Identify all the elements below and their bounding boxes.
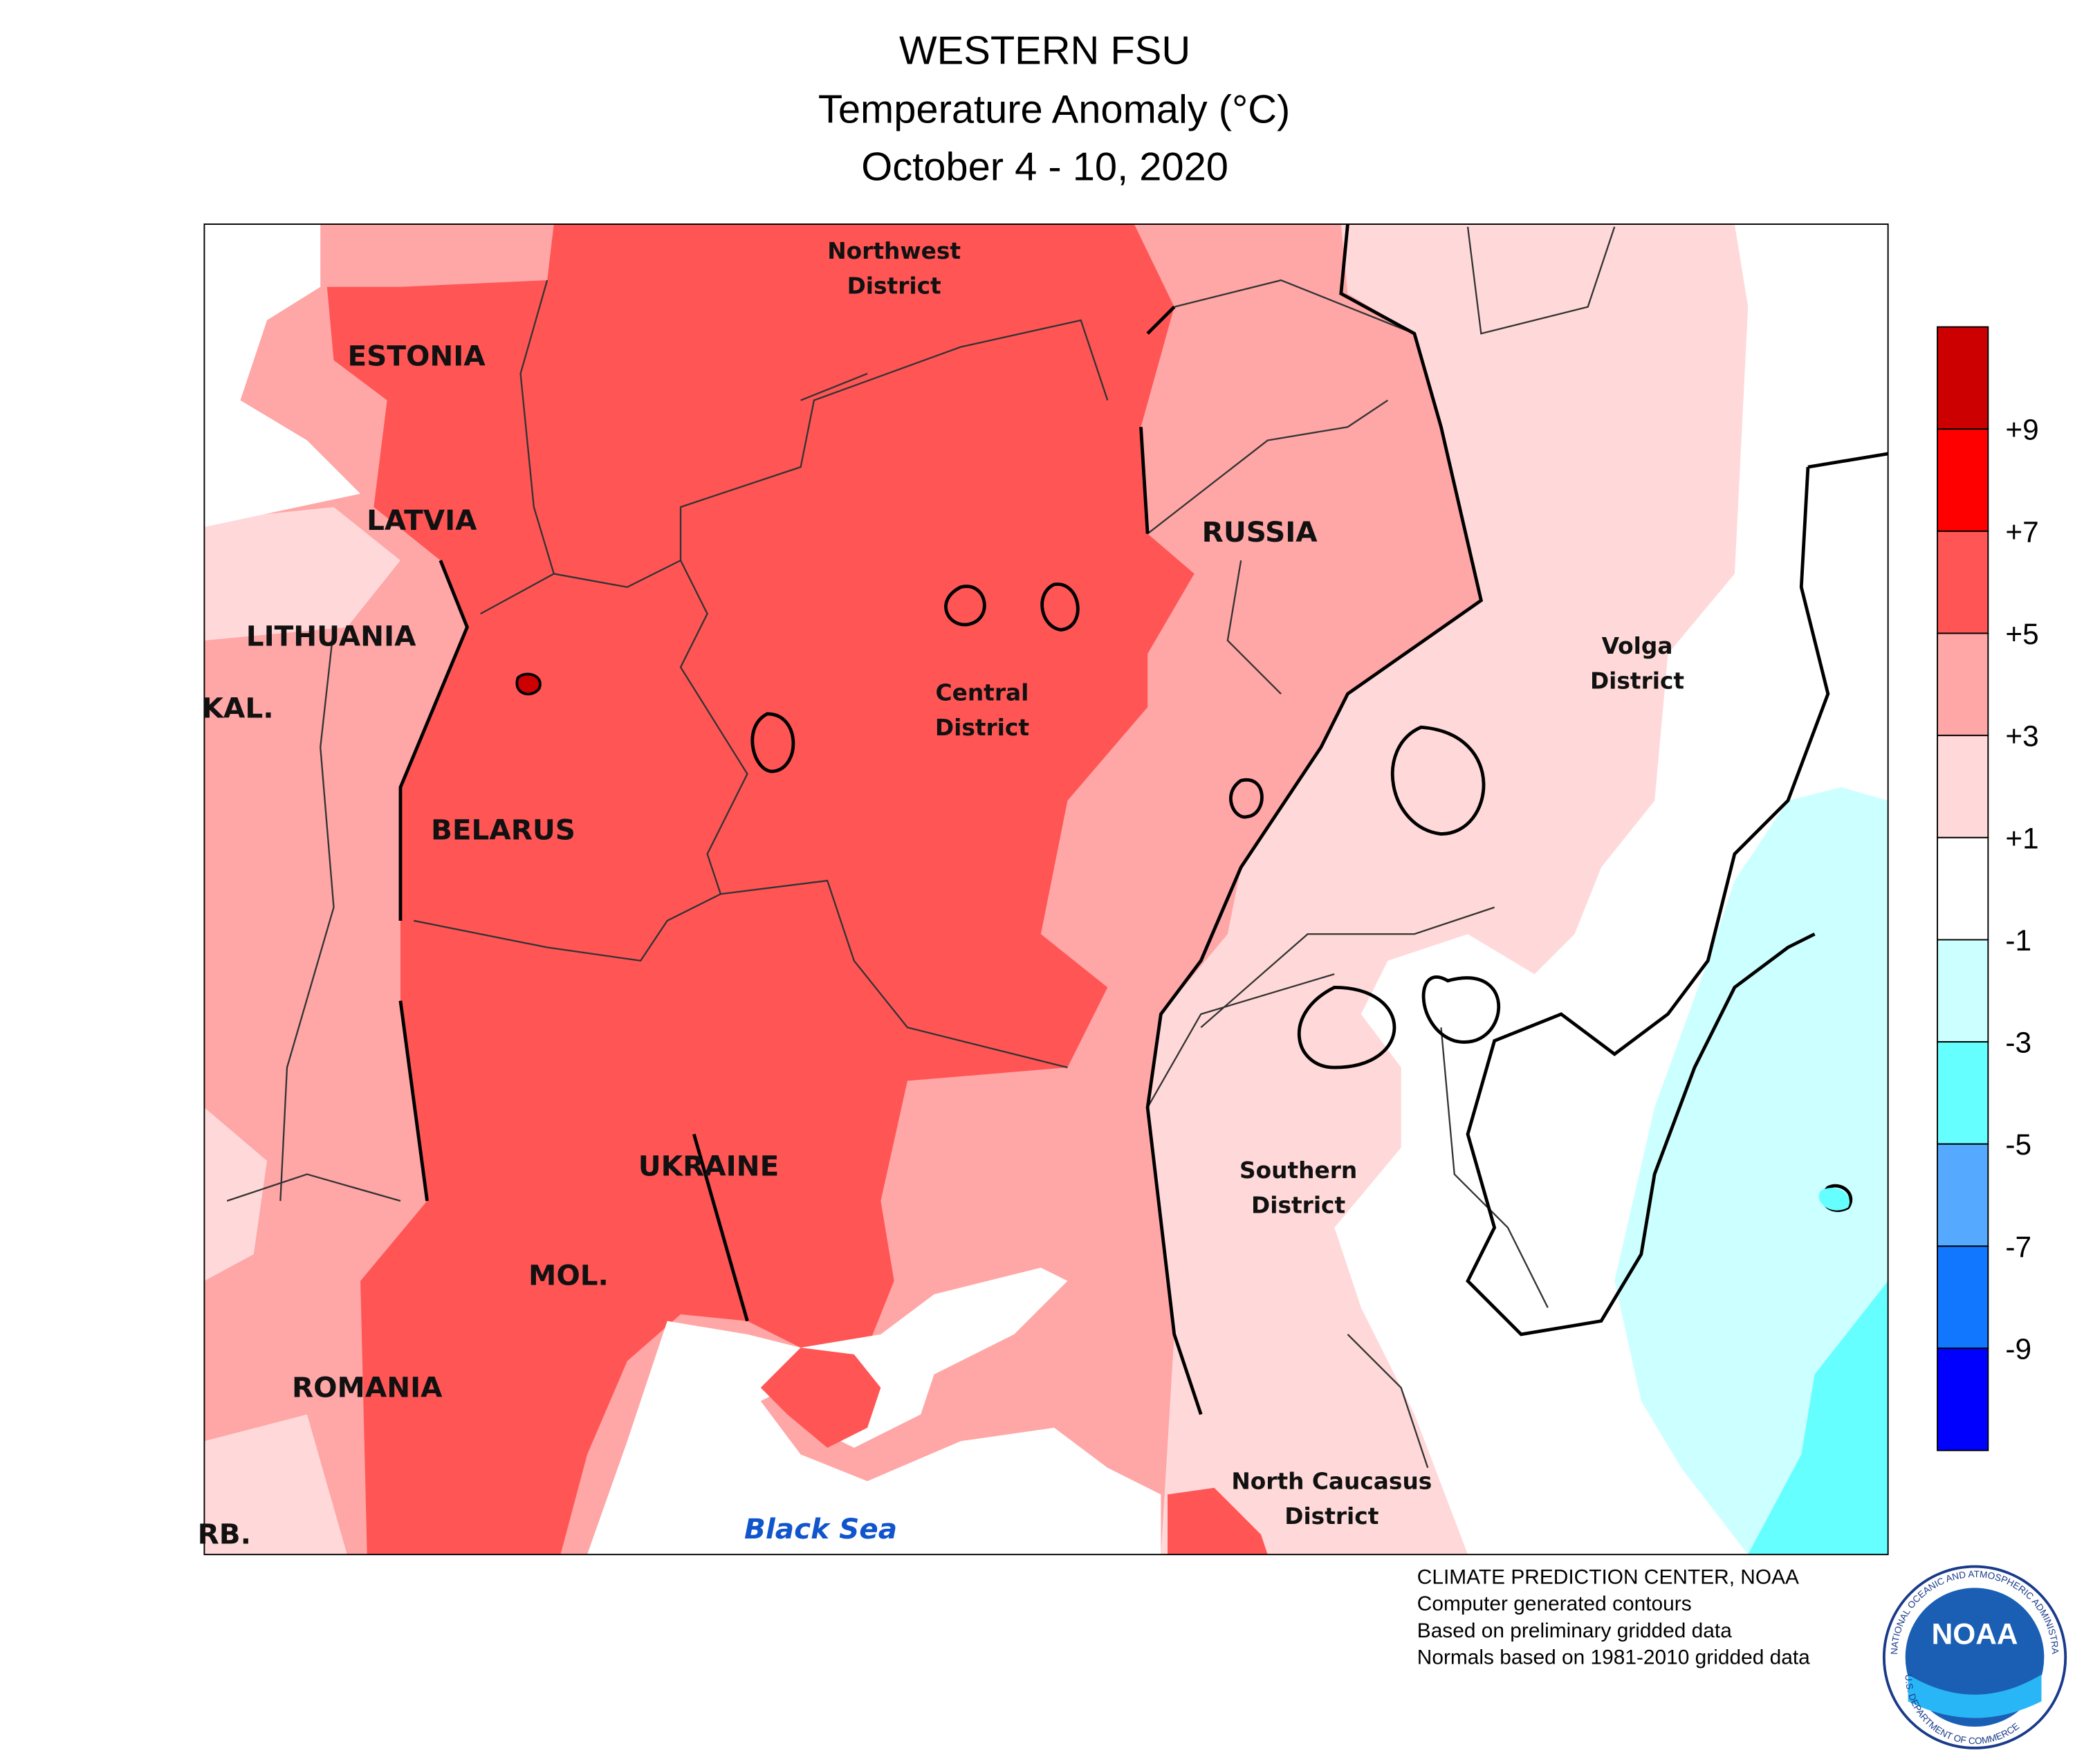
colorbar-box <box>1937 1348 1989 1451</box>
anomaly-0 <box>204 224 361 527</box>
region-label: Northwest <box>827 238 961 264</box>
footer-line: Computer generated contours <box>1417 1592 1692 1615</box>
colorbar-label: -3 <box>2005 1027 2031 1059</box>
map-frame <box>203 223 1889 1556</box>
colorbar-label: -7 <box>2005 1231 2031 1263</box>
colorbar-box <box>1937 326 1989 430</box>
colorbar-box <box>1937 1041 1989 1145</box>
country-label: LITHUANIA <box>246 620 416 653</box>
region-label: North Caucasus <box>1231 1469 1432 1495</box>
colorbar-box <box>1937 632 1989 737</box>
logo-text: NOAA <box>1932 1617 2018 1650</box>
colorbar-label: +5 <box>2005 618 2038 650</box>
black-sea <box>587 1267 1161 1555</box>
colorbar-box <box>1937 428 1989 532</box>
footer-line: Normals based on 1981-2010 gridded data <box>1417 1646 1810 1669</box>
colorbar-box <box>1937 1143 1989 1247</box>
country-label: LATVIA <box>367 504 477 537</box>
subtitle: Temperature Anomaly (°C) <box>818 87 1290 131</box>
country-label: MOL. <box>528 1259 609 1292</box>
colorbar-label: -1 <box>2005 924 2031 957</box>
colorbar-label: +7 <box>2005 515 2038 548</box>
region-label: Southern <box>1239 1157 1357 1184</box>
date: October 4 - 10, 2020 <box>861 145 1228 189</box>
anomaly-1-3 <box>204 506 400 1555</box>
colorbar-label: +9 <box>2005 414 2038 446</box>
colorbar-label: -9 <box>2005 1332 2031 1365</box>
region-label: Central <box>936 680 1029 706</box>
colorbar-label: +1 <box>2005 822 2038 854</box>
country-label: UKRAINE <box>638 1149 779 1182</box>
region-label: District <box>847 273 941 299</box>
colorbar-box <box>1937 530 1989 634</box>
region-label: District <box>1590 668 1684 694</box>
region-label: District <box>1251 1192 1345 1218</box>
logo-wave <box>1908 1674 2042 1718</box>
colorbar-box <box>1937 1245 1989 1350</box>
colorbar-box <box>1937 939 1989 1043</box>
borders <box>226 226 1616 1469</box>
colorbar: +9 +7 +5 +3 +1 -1 -3 -5 -7 -9 <box>1937 326 2039 1451</box>
colorbar-box <box>1937 735 1989 838</box>
colorbar-label: -5 <box>2005 1128 2031 1161</box>
hot-spot <box>515 672 542 696</box>
country-label: ROMANIA <box>292 1371 443 1404</box>
title: WESTERN FSU <box>899 29 1190 73</box>
footer-line: CLIMATE PREDICTION CENTER, NOAA <box>1417 1566 1799 1589</box>
colorbar-box <box>1937 836 1989 941</box>
country-label: RUSSIA <box>1202 515 1318 549</box>
colorbar-label: +3 <box>2005 720 2038 753</box>
footer-line: Based on preliminary gridded data <box>1417 1619 1732 1642</box>
country-label: KAL. <box>202 692 274 725</box>
map-labels: Northwest District ESTONIA LATVIA LITHUA… <box>198 238 1684 1551</box>
country-label: ESTONIA <box>347 340 486 373</box>
anomaly-1-3 <box>1147 224 1749 1555</box>
region-label: District <box>1284 1503 1378 1529</box>
country-label: BELARUS <box>431 813 575 846</box>
anomaly-neg-3-5 <box>1748 1280 1888 1555</box>
sea-label: Black Sea <box>744 1512 897 1545</box>
crimea <box>760 1348 881 1448</box>
anomaly-5-7 <box>1168 1487 1268 1555</box>
region-label: Volga <box>1602 633 1673 659</box>
anomaly-neg-1-3 <box>1614 787 1888 1555</box>
country-label: RB. <box>198 1518 251 1551</box>
contour-1 <box>1139 305 1888 1336</box>
cold-spot <box>1818 1188 1850 1211</box>
map <box>204 224 1888 1555</box>
region-label: District <box>935 715 1029 741</box>
